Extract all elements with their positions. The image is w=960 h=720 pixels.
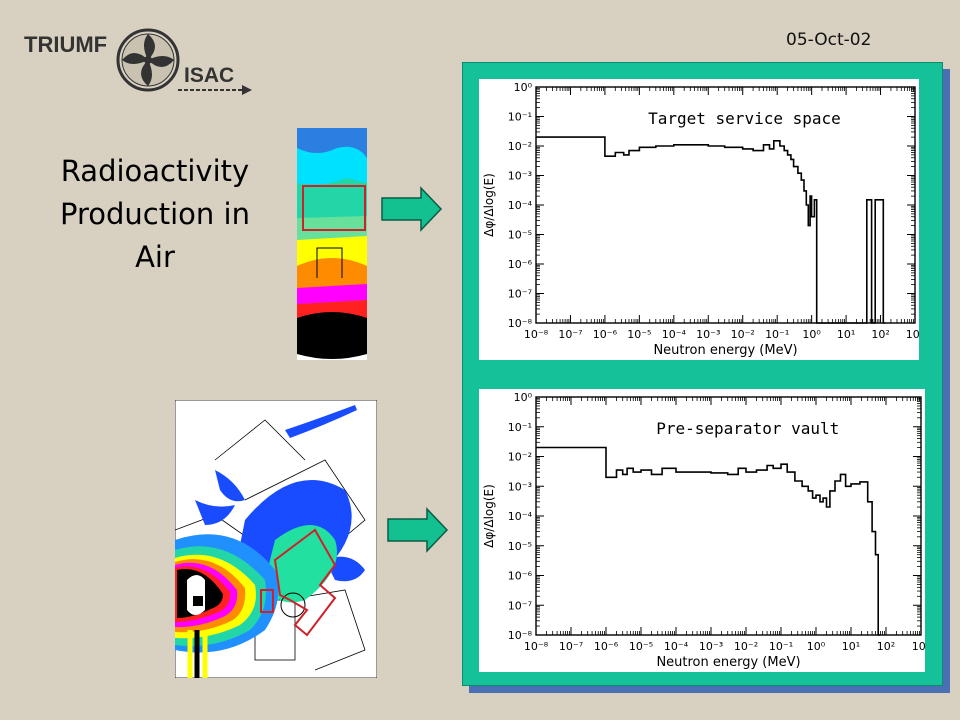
y-tick-label: 10⁻⁸: [508, 317, 533, 330]
y-tick-label: 10⁰: [514, 81, 533, 94]
x-tick-label: 10⁻⁴: [664, 640, 689, 653]
x-tick-label: 10⁻²: [734, 640, 758, 653]
y-tick-label: 10⁻²: [508, 451, 532, 464]
y-tick-label: 10⁻⁵: [508, 229, 532, 242]
x-tick-label: 10⁻²: [731, 328, 755, 341]
y-tick-label: 10⁻¹: [508, 421, 532, 434]
x-tick-label: 10⁻⁵: [627, 328, 651, 341]
x-tick-label: 10⁻⁷: [558, 328, 582, 341]
x-tick-label: 10⁻¹: [765, 328, 789, 341]
y-tick-label: 10⁰: [514, 391, 533, 404]
slide-date: 05-Oct-02: [786, 30, 872, 50]
radiation-map-vertical: [297, 128, 367, 360]
chart-title: Pre-separator vault: [656, 419, 839, 438]
radiation-map-floorplan: [175, 400, 377, 678]
y-tick-label: 10⁻²: [508, 140, 532, 153]
x-tick-label: 10⁻⁶: [593, 328, 618, 341]
chart-title: Target service space: [648, 109, 841, 128]
x-tick-label: 10⁻¹: [769, 640, 793, 653]
title-line-1: Radioactivity: [60, 154, 250, 188]
x-tick-label: 10²: [871, 328, 889, 341]
logo-cyclotron-icon: [116, 28, 180, 92]
y-tick-label: 10⁻⁴: [508, 199, 533, 212]
x-tick-label: 10⁻⁷: [559, 640, 583, 653]
x-tick-label: 10⁻³: [696, 328, 720, 341]
chart-pre-separator-vault: 10⁻⁸ 10⁻⁷ 10⁻⁶ 10⁻⁵ 10⁻⁴ 10⁻³ 10⁻² 10⁻¹ 10⁰ 10¹ 10…: [479, 389, 925, 672]
slide-title: Radioactivity Production in Air: [30, 150, 280, 279]
series-line: [536, 136, 886, 324]
title-line-2: Production in: [60, 197, 250, 231]
x-tick-label: 10²: [877, 640, 895, 653]
x-tick-label: 10⁻⁵: [629, 640, 653, 653]
series-line: [536, 446, 881, 636]
y-tick-label: 10⁻⁸: [508, 629, 533, 642]
x-tick-label: 10⁻³: [699, 640, 723, 653]
y-tick-label: 10⁻⁶: [508, 258, 533, 271]
chart-target-service-space: 10⁻⁸ 10⁻⁷ 10⁻⁶ 10⁻⁵ 10⁻⁴ 10⁻³ 10⁻² 10⁻¹ 10⁰ 10¹ 10…: [479, 79, 919, 360]
y-tick-label: 10⁻⁷: [508, 599, 532, 612]
highlight-box-1: [302, 185, 366, 231]
x-tick-label: 10⁰: [802, 328, 821, 341]
x-tick-label: 10⁻⁸: [524, 328, 549, 341]
x-tick-label: 10³: [912, 640, 925, 653]
x-tick-label: 10¹: [842, 640, 860, 653]
y-axis-label: Δφ/Δlog(E): [482, 173, 496, 237]
title-line-3: Air: [135, 240, 175, 274]
y-tick-label: 10⁻³: [508, 480, 532, 493]
highlight-box-2: [273, 528, 337, 637]
x-tick-label: 10⁰: [807, 640, 826, 653]
x-tick-label: 10³: [906, 328, 919, 341]
y-tick-label: 10⁻³: [508, 170, 532, 183]
y-tick-label: 10⁻⁷: [508, 288, 532, 301]
x-tick-label: 10⁻⁸: [524, 640, 549, 653]
logo-text-triumf: TRIUMF: [24, 32, 107, 57]
y-tick-label: 10⁻⁴: [508, 510, 533, 523]
y-tick-label: 10⁻⁵: [508, 540, 532, 553]
triumf-isac-logo: TRIUMF ISAC: [24, 28, 252, 95]
y-axis-label: Δφ/Δlog(E): [482, 484, 496, 548]
x-tick-label: 10⁻⁶: [594, 640, 619, 653]
chart-panel: 10⁻⁸ 10⁻⁷ 10⁻⁶ 10⁻⁵ 10⁻⁴ 10⁻³ 10⁻² 10⁻¹ 10⁰ 10¹ 10…: [462, 62, 943, 686]
x-axis-label: Neutron energy (MeV): [656, 655, 800, 670]
y-tick-label: 10⁻⁶: [508, 570, 533, 583]
arrow-right-icon-2: [387, 507, 449, 553]
x-axis-label: Neutron energy (MeV): [653, 343, 797, 358]
x-tick-label: 10¹: [837, 328, 855, 341]
x-tick-label: 10⁻⁴: [662, 328, 687, 341]
logo-text-isac: ISAC: [184, 64, 234, 87]
y-tick-label: 10⁻¹: [508, 111, 532, 124]
arrow-right-icon-1: [381, 186, 443, 232]
